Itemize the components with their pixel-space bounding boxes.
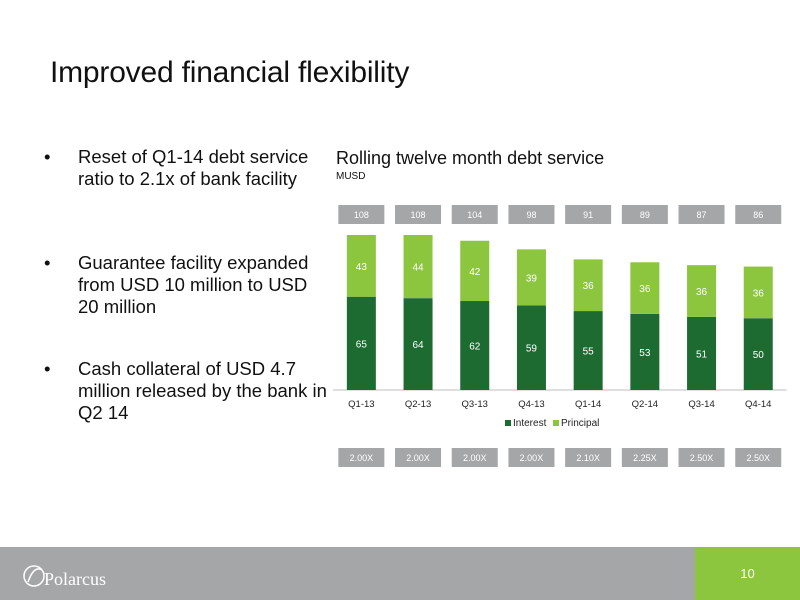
ratio-label: 2.00X <box>406 453 430 463</box>
ratio-box <box>508 448 555 467</box>
data-label-principal: 42 <box>469 267 481 278</box>
ratio-label: 2.25X <box>633 453 657 463</box>
data-label-principal: 39 <box>526 273 538 284</box>
total-label: 87 <box>697 210 707 220</box>
total-label: 104 <box>467 210 482 220</box>
x-tick-label: Q2-14 <box>632 399 658 410</box>
x-tick-label: Q1-13 <box>348 399 374 410</box>
x-tick-label: Q3-13 <box>462 399 488 410</box>
total-label: 98 <box>526 210 536 220</box>
total-box <box>678 205 725 224</box>
ratio-box <box>735 448 782 467</box>
ratio-label: 2.00X <box>520 453 544 463</box>
ratio-box <box>451 448 498 467</box>
total-label: 91 <box>583 210 593 220</box>
total-box <box>451 205 498 224</box>
bar-principal <box>687 265 717 317</box>
ratio-box <box>338 448 385 467</box>
data-label-interest: 55 <box>583 347 595 358</box>
ratio-box <box>565 448 612 467</box>
x-tick-label: Q1-14 <box>575 399 601 410</box>
legend-swatch-principal <box>553 420 559 426</box>
bar-interest <box>630 313 660 390</box>
legend-label-principal: Principal <box>561 418 599 429</box>
total-label: 108 <box>354 210 369 220</box>
page-number: 10 <box>740 566 755 581</box>
bullet-text: Guarantee facility expanded from USD 10 … <box>78 252 309 317</box>
ratio-box <box>678 448 725 467</box>
chart-title: Rolling twelve month debt service <box>336 148 605 168</box>
bullet-marker: • <box>44 252 51 273</box>
x-tick-label: Q4-14 <box>745 399 771 410</box>
bar-principal <box>516 249 546 306</box>
total-box <box>395 205 442 224</box>
data-label-interest: 65 <box>356 339 368 350</box>
total-label: 86 <box>753 210 763 220</box>
data-label-principal: 36 <box>639 284 651 295</box>
total-box <box>565 205 612 224</box>
data-label-interest: 50 <box>753 350 765 361</box>
bar-interest <box>687 316 717 390</box>
data-label-interest: 64 <box>412 340 424 351</box>
polarcus-logo: Polarcus <box>22 553 132 597</box>
data-label-interest: 62 <box>469 342 481 353</box>
bar-principal <box>630 262 660 314</box>
x-tick-label: Q2-13 <box>405 399 431 410</box>
ratio-box <box>621 448 668 467</box>
logo-mark-icon <box>23 565 45 587</box>
bar-principal <box>346 235 376 297</box>
data-label-interest: 53 <box>639 348 651 359</box>
x-tick-label: Q4-13 <box>518 399 544 410</box>
total-box <box>735 205 782 224</box>
bar-interest <box>346 296 376 390</box>
data-label-principal: 43 <box>356 262 368 273</box>
ratio-label: 2.00X <box>350 453 374 463</box>
total-box <box>621 205 668 224</box>
data-label-principal: 44 <box>412 263 424 274</box>
ratio-box <box>395 448 442 467</box>
bar-principal <box>743 266 773 319</box>
ratio-label: 2.50X <box>746 453 770 463</box>
bullet-text: Cash collateral of USD 4.7 million relea… <box>78 358 327 423</box>
page-number-box: 10 <box>695 547 800 600</box>
bullet-marker: • <box>44 146 51 167</box>
data-label-principal: 36 <box>753 288 765 299</box>
chart-unit-label: MUSD <box>336 171 366 182</box>
legend-label-interest: Interest <box>513 418 547 429</box>
data-label-principal: 36 <box>583 281 595 292</box>
bar-interest <box>573 311 603 390</box>
x-tick-label: Q3-14 <box>688 399 714 410</box>
bar-interest <box>516 305 546 390</box>
data-label-interest: 59 <box>526 344 538 355</box>
total-box <box>338 205 385 224</box>
total-label: 108 <box>411 210 426 220</box>
data-label-principal: 36 <box>696 287 708 298</box>
bar-interest <box>743 318 773 390</box>
bar-principal <box>460 240 490 302</box>
bullet-text: Reset of Q1-14 debt service ratio to 2.1… <box>78 146 309 189</box>
ratio-label: 2.50X <box>690 453 714 463</box>
ratio-label: 2.00X <box>463 453 487 463</box>
bullet-marker: • <box>44 358 51 379</box>
brand-name: Polarcus <box>44 569 106 589</box>
total-box <box>508 205 555 224</box>
ratio-label: 2.10X <box>576 453 600 463</box>
bar-interest <box>460 301 490 390</box>
bar-interest <box>403 298 433 390</box>
total-label: 89 <box>640 210 650 220</box>
bar-principal <box>403 235 433 299</box>
slide-title: Improved financial flexibility <box>50 56 410 89</box>
data-label-interest: 51 <box>696 349 708 360</box>
legend-swatch-interest <box>505 420 511 426</box>
footer-bar <box>0 547 800 600</box>
bar-principal <box>573 259 603 312</box>
